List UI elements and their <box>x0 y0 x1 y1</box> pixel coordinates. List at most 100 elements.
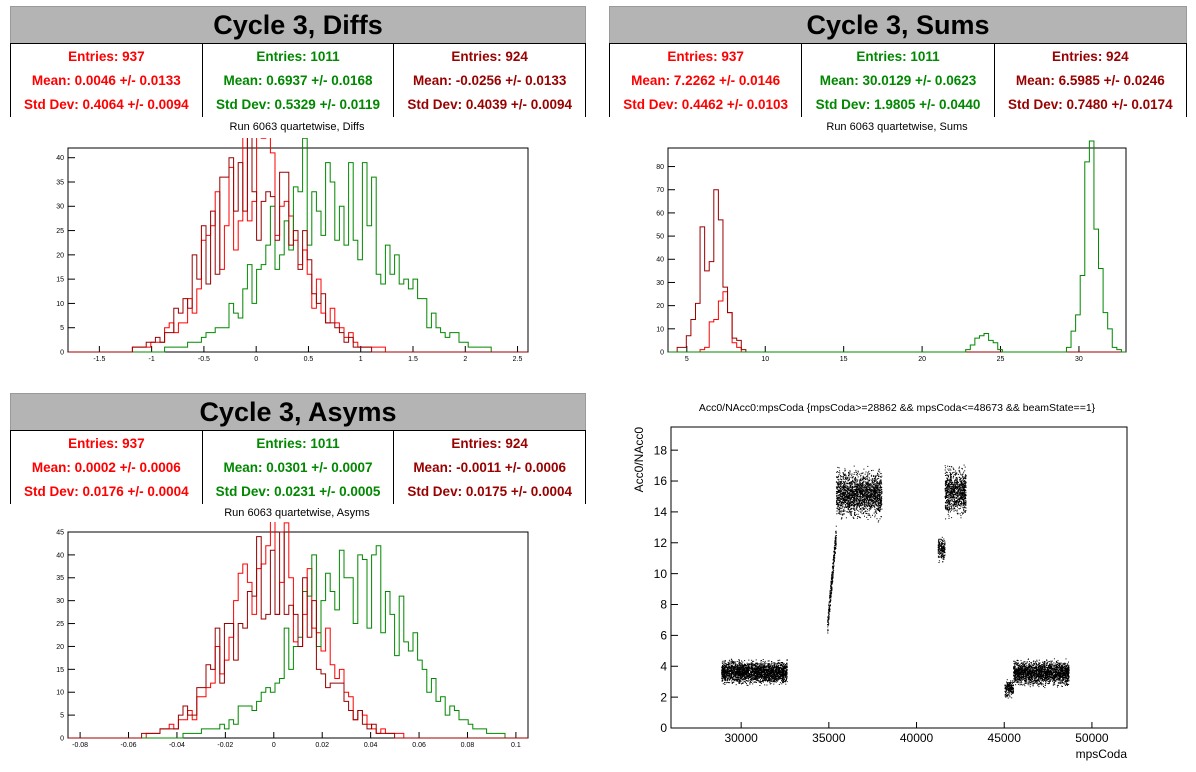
scatter-point <box>843 500 845 502</box>
asyms-title: Cycle 3, Asyms <box>10 393 586 431</box>
scatter-point <box>851 496 853 498</box>
scatter-point <box>873 475 875 477</box>
scatter-point <box>724 660 726 662</box>
scatter-point <box>761 668 763 670</box>
scatter-point <box>722 673 724 675</box>
scatter-point <box>842 495 844 497</box>
scatter-point <box>754 673 756 675</box>
scatter-point <box>863 507 865 509</box>
scatter-point <box>832 558 834 560</box>
scatter-point <box>749 679 751 681</box>
scatter-point <box>753 660 755 662</box>
scatter-point <box>828 601 830 603</box>
scatter-point <box>857 504 859 506</box>
scatter-point <box>762 679 764 681</box>
scatter-point <box>786 665 788 667</box>
scatter-point <box>773 674 775 676</box>
scatter-point <box>838 511 840 513</box>
scatter-point <box>738 660 740 662</box>
scatter-point <box>782 679 783 680</box>
scatter-point <box>734 673 736 675</box>
scatter-point <box>722 665 724 667</box>
y-tick-label: 12 <box>654 536 668 550</box>
scatter-point <box>854 500 856 502</box>
scatter-point <box>865 499 866 501</box>
scatter-point <box>831 576 833 578</box>
scatter-point <box>863 490 865 492</box>
scatter-point <box>784 672 786 674</box>
scatter-point <box>855 499 857 501</box>
scatter-point <box>846 500 848 501</box>
scatter-point <box>751 674 753 676</box>
scatter-point <box>861 497 863 499</box>
scatter-point <box>755 679 757 681</box>
scatter-point <box>737 680 739 682</box>
scatter-point <box>763 671 765 673</box>
scatter-point <box>727 670 729 672</box>
scatter-point <box>866 497 868 498</box>
scatter-point <box>838 491 840 493</box>
scatter-point <box>736 664 738 666</box>
scatter-point <box>831 579 832 581</box>
scatter-point <box>725 673 727 675</box>
entries-label: Entries: 1011 <box>256 436 340 451</box>
scatter-point <box>841 503 843 505</box>
scatter-point <box>875 495 877 497</box>
scatter-point <box>838 490 839 492</box>
scatter-point <box>743 665 744 667</box>
scatter-point <box>834 548 836 550</box>
scatter-point <box>851 508 853 510</box>
scatter-point <box>742 670 744 672</box>
scatter-point <box>857 496 859 498</box>
scatter-point <box>849 497 851 499</box>
scatter-point <box>880 501 882 503</box>
scatter-point <box>851 504 852 506</box>
scatter-point <box>853 505 855 507</box>
scatter-point <box>749 673 751 675</box>
scatter-point <box>841 489 843 490</box>
scatter-point <box>746 669 748 671</box>
scatter-point <box>864 504 866 506</box>
scatter-point <box>777 675 778 677</box>
scatter-point <box>844 481 846 483</box>
scatter-point <box>850 511 851 513</box>
scatter-point <box>841 495 843 497</box>
scatter-point <box>772 665 773 667</box>
scatter-point <box>841 493 843 495</box>
scatter-point <box>871 489 873 491</box>
scatter-point <box>873 480 875 482</box>
scatter-point <box>871 496 873 498</box>
scatter-point <box>752 678 754 680</box>
scatter-point <box>780 676 782 678</box>
scatter-point <box>775 674 777 676</box>
scatter-point <box>856 507 858 508</box>
scatter-point <box>879 505 881 507</box>
scatter-point <box>756 672 758 674</box>
scatter-point <box>732 672 734 674</box>
scatter-point <box>750 672 752 674</box>
scatter-point <box>845 478 847 480</box>
scatter-point <box>776 665 778 667</box>
scatter-point <box>778 669 780 671</box>
scatter-point <box>733 673 735 675</box>
scatter-point <box>756 663 758 665</box>
scatter-point <box>833 556 835 557</box>
scatter-point <box>729 679 731 680</box>
scatter-point <box>731 676 733 678</box>
scatter-point <box>862 488 864 490</box>
scatter-point <box>843 507 845 509</box>
scatter-point <box>855 469 857 471</box>
scatter-point <box>839 483 841 485</box>
scatter-point <box>864 511 866 513</box>
scatter-plot: 30000 35000 40000 45000 50000024681012141618… <box>632 426 1128 761</box>
scatter-point <box>854 479 856 481</box>
scatter-point <box>879 508 881 510</box>
scatter-point <box>739 682 741 684</box>
scatter-point <box>725 679 727 680</box>
scatter-point <box>782 672 784 674</box>
scatter-point <box>878 494 880 496</box>
scatter-point <box>781 669 783 671</box>
scatter-point <box>750 680 751 682</box>
std-label: Std Dev: 0.4064 +/- 0.0094 <box>23 97 189 112</box>
scatter-point <box>845 498 846 500</box>
